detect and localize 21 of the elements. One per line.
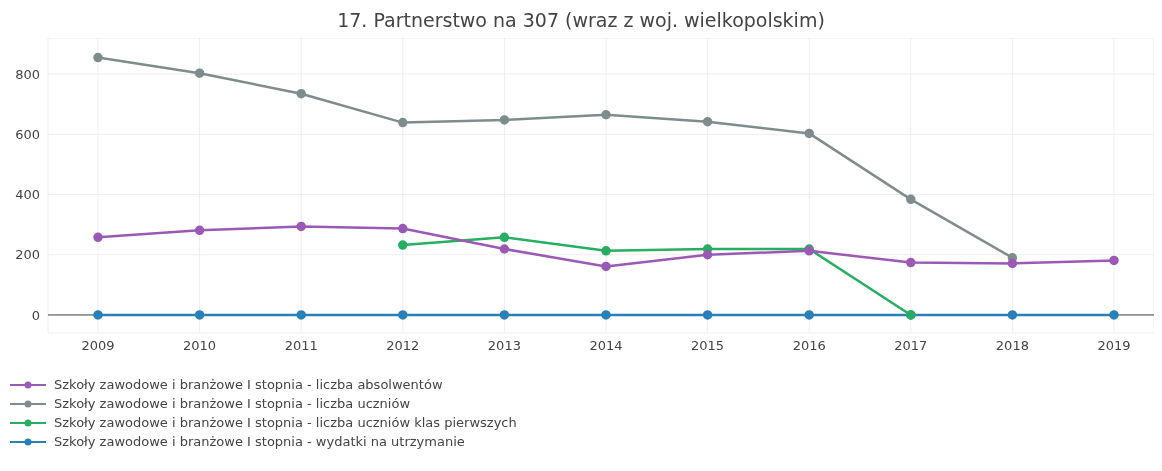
y-tick-label: 200 — [15, 247, 40, 263]
legend-label: Szkoły zawodowe i branżowe I stopnia - liczba uczniów klas pierwszych — [54, 415, 517, 430]
x-tick-label: 2009 — [81, 338, 115, 354]
x-tick-label: 2012 — [386, 338, 420, 354]
y-tick-label: 0 — [31, 307, 40, 323]
x-tick-label: 2013 — [487, 338, 521, 354]
y-tick-label: 400 — [15, 187, 40, 203]
x-tick-label: 2016 — [792, 338, 826, 354]
x-tick-label: 2014 — [589, 338, 623, 354]
x-tick-label: 2015 — [691, 338, 725, 354]
x-tick-label: 2011 — [284, 338, 318, 354]
x-tick-label: 2018 — [995, 338, 1029, 354]
legend-label: Szkoły zawodowe i branżowe I stopnia - wydatki na utrzymanie — [54, 434, 465, 449]
y-tick-label: 600 — [15, 126, 40, 142]
x-tick-label: 2019 — [1097, 338, 1131, 354]
chart-title: 17. Partnerstwo na 307 (wraz z woj. wielkopolskim) — [336, 8, 826, 33]
x-tick-label: 2017 — [894, 338, 928, 354]
legend-label: Szkoły zawodowe i branżowe I stopnia - liczba uczniów — [54, 396, 411, 411]
y-tick-label: 800 — [15, 66, 40, 82]
legend-label: Szkoły zawodowe i branżowe I stopnia - liczba absolwentów — [54, 377, 443, 392]
x-tick-label: 2010 — [183, 338, 217, 354]
